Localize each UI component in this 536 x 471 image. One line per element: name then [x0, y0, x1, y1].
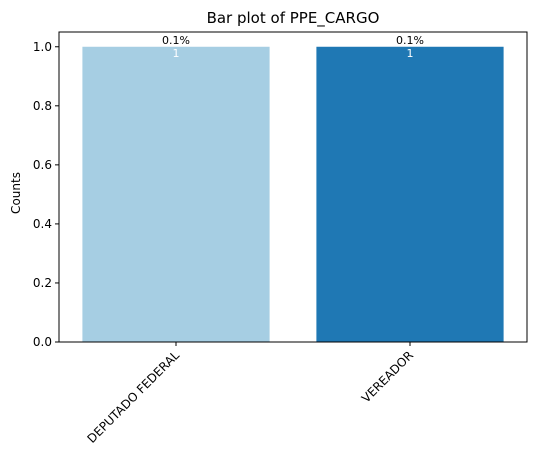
bar-0 [82, 46, 270, 343]
y-tick-label-2: 0.4 [33, 217, 52, 231]
percent-label-0: 0.1% [162, 34, 190, 47]
y-tick-label-0: 0.0 [33, 335, 52, 349]
y-tick-label-5: 1.0 [33, 40, 52, 54]
chart-title: Bar plot of PPE_CARGO [207, 9, 380, 28]
plot-area: 0.1%10.1%1 [82, 34, 504, 343]
y-tick-label-1: 0.2 [33, 276, 52, 290]
value-label-0: 1 [173, 47, 180, 60]
y-tick-label-3: 0.6 [33, 158, 52, 172]
x-tick-label-0: DEPUTADO FEDERAL [85, 348, 183, 446]
x-axis: DEPUTADO FEDERAL VEREADOR [85, 342, 416, 446]
value-label-1: 1 [407, 47, 414, 60]
y-axis-label: Counts [9, 172, 23, 214]
y-tick-label-4: 0.8 [33, 99, 52, 113]
percent-label-1: 0.1% [396, 34, 424, 47]
x-tick-label-1: VEREADOR [359, 348, 416, 405]
bar-1 [316, 46, 504, 343]
y-axis: 0.0 0.2 0.4 0.6 0.8 1.0 [33, 40, 59, 349]
plot-frame [58, 31, 528, 343]
